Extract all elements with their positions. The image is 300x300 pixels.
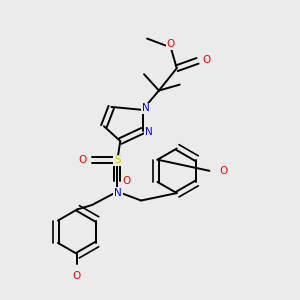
Text: S: S xyxy=(114,155,121,165)
Text: O: O xyxy=(73,271,81,281)
Text: O: O xyxy=(167,40,175,50)
Text: N: N xyxy=(114,188,122,197)
Text: N: N xyxy=(142,103,149,113)
Text: O: O xyxy=(123,176,131,186)
Text: O: O xyxy=(202,55,211,65)
Text: O: O xyxy=(78,155,87,165)
Text: N: N xyxy=(145,127,152,137)
Text: O: O xyxy=(220,166,228,176)
